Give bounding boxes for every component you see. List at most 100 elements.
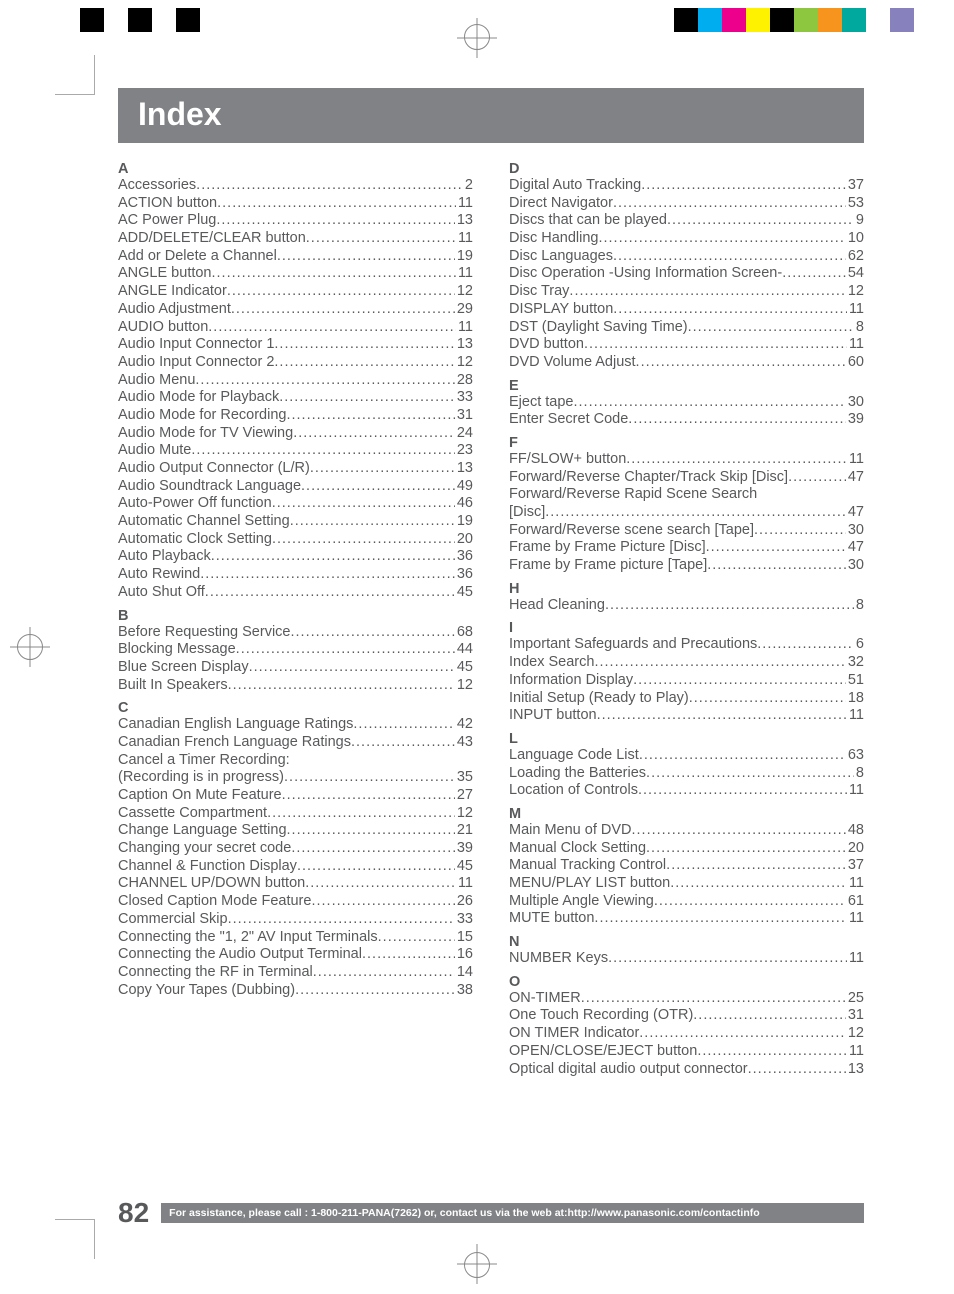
index-entry-label: Discs that can be played (509, 212, 667, 230)
index-entry: Caption On Mute Feature.................… (118, 787, 473, 805)
index-entry: AUDIO button............................… (118, 319, 473, 337)
index-entry: Frame by Frame picture [Tape]...........… (509, 557, 864, 575)
index-entry-label: Audio Mute (118, 442, 191, 460)
index-entry-page: 44 (455, 641, 473, 659)
index-leader-dots: ........................................… (598, 230, 845, 248)
color-swatch (842, 8, 866, 32)
index-leader-dots: ........................................… (594, 910, 847, 928)
index-entry: Enter Secret Code.......................… (509, 411, 864, 429)
index-entry: Copy Your Tapes (Dubbing)...............… (118, 982, 473, 1000)
index-leader-dots: ........................................… (646, 840, 846, 858)
index-entry: Manual Clock Setting....................… (509, 840, 864, 858)
index-leader-dots: ........................................… (581, 990, 846, 1008)
index-entry-page: 12 (455, 354, 473, 372)
index-entry-page: 11 (456, 195, 473, 213)
index-entry: Auto Playback...........................… (118, 548, 473, 566)
index-entry-page: 39 (455, 840, 473, 858)
index-entry: Audio Input Connector 2.................… (118, 354, 473, 372)
index-entry-label: Canadian French Language Ratings (118, 734, 351, 752)
index-entry-label: MENU/PLAY LIST button (509, 875, 670, 893)
index-entry-label: Channel & Function Display (118, 858, 297, 876)
index-leader-dots: ........................................… (249, 659, 455, 677)
index-entry: Discs that can be played................… (509, 212, 864, 230)
index-letter: N (509, 934, 864, 950)
index-entry: (Recording is in progress)..............… (118, 769, 473, 787)
index-leader-dots: ........................................… (569, 283, 845, 301)
index-leader-dots: ........................................… (295, 982, 455, 1000)
index-entry-label: Audio Adjustment (118, 301, 231, 319)
index-entry: Initial Setup (Ready to Play)...........… (509, 690, 864, 708)
index-entry-label: AUDIO button (118, 319, 208, 337)
index-entry-label: Change Language Setting (118, 822, 287, 840)
index-entry-label: Audio Output Connector (L/R) (118, 460, 310, 478)
index-leader-dots: ........................................… (545, 504, 846, 522)
index-leader-dots: ........................................… (231, 301, 455, 319)
index-entry-page: 45 (455, 659, 473, 677)
index-entry: Connecting the RF in Terminal...........… (118, 964, 473, 982)
index-entry: Add or Delete a Channel.................… (118, 248, 473, 266)
index-letter: A (118, 161, 473, 177)
index-leader-dots: ........................................… (613, 195, 846, 213)
index-entry-page: 15 (455, 929, 473, 947)
index-entry-label: Enter Secret Code (509, 411, 628, 429)
index-entry-page: 26 (455, 893, 473, 911)
index-entry-page: 13 (455, 336, 473, 354)
index-entry-page: 20 (455, 531, 473, 549)
index-leader-dots: ........................................… (748, 1061, 846, 1079)
index-entry-label: ADD/DELETE/CLEAR button (118, 230, 306, 248)
index-leader-dots: ........................................… (584, 336, 847, 354)
index-entry-label: Automatic Clock Setting (118, 531, 272, 549)
index-entry: Commercial Skip.........................… (118, 911, 473, 929)
index-entry-page: 30 (846, 557, 864, 575)
index-entry-page: 53 (846, 195, 864, 213)
index-leader-dots: ........................................… (282, 787, 455, 805)
index-entry-page: 47 (846, 469, 864, 487)
index-entry: Disc Languages..........................… (509, 248, 864, 266)
index-entry: Forward/Reverse Chapter/Track Skip [Disc… (509, 469, 864, 487)
index-entry-label: One Touch Recording (OTR) (509, 1007, 693, 1025)
index-entry: Eject tape..............................… (509, 394, 864, 412)
index-leader-dots: ........................................… (613, 248, 846, 266)
index-entry: ACTION button...........................… (118, 195, 473, 213)
index-entry-label: DVD Volume Adjust (509, 354, 636, 372)
index-leader-dots: ........................................… (641, 177, 846, 195)
index-entry-page: 11 (847, 782, 864, 800)
index-leader-dots: ........................................… (274, 336, 454, 354)
index-entry-page: 25 (846, 990, 864, 1008)
index-leader-dots: ........................................… (205, 584, 455, 602)
index-entry-label: Commercial Skip (118, 911, 228, 929)
index-leader-dots: ........................................… (305, 875, 456, 893)
index-letter: D (509, 161, 864, 177)
index-entry-page: 37 (846, 177, 864, 195)
index-leader-dots: ........................................… (667, 212, 854, 230)
index-entry-page: 37 (846, 857, 864, 875)
index-entry-label: Automatic Channel Setting (118, 513, 290, 531)
index-entry: Multiple Angle Viewing..................… (509, 893, 864, 911)
index-entry-label: DVD button (509, 336, 584, 354)
index-entry: Loading the Batteries...................… (509, 765, 864, 783)
index-leader-dots: ........................................… (216, 212, 455, 230)
index-entry-label: Accessories (118, 177, 196, 195)
index-entry: Audio Soundtrack Language...............… (118, 478, 473, 496)
index-entry-page: 51 (846, 672, 864, 690)
index-entry: Main Menu of DVD........................… (509, 822, 864, 840)
index-entry: NUMBER Keys.............................… (509, 950, 864, 968)
index-entry-label: Before Requesting Service (118, 624, 291, 642)
index-entry: Information Display.....................… (509, 672, 864, 690)
index-entry-label: DISPLAY button (509, 301, 613, 319)
index-leader-dots: ........................................… (200, 566, 455, 584)
index-entry-label: Blocking Message (118, 641, 236, 659)
index-leader-dots: ........................................… (362, 946, 455, 964)
index-entry: Automatic Channel Setting...............… (118, 513, 473, 531)
index-entry-page: 11 (456, 875, 473, 893)
index-entry-page: 45 (455, 584, 473, 602)
index-entry-label: Audio Mode for Recording (118, 407, 286, 425)
index-entry-page: 61 (846, 893, 864, 911)
index-entry-page: 14 (455, 964, 473, 982)
crop-circle-bottom (464, 1252, 490, 1278)
index-entry-page: 12 (455, 677, 473, 695)
index-leader-dots: ........................................… (693, 1007, 846, 1025)
index-entry-label: Information Display (509, 672, 633, 690)
index-entry-label: Auto Shut Off (118, 584, 205, 602)
index-leader-dots: ........................................… (707, 557, 846, 575)
